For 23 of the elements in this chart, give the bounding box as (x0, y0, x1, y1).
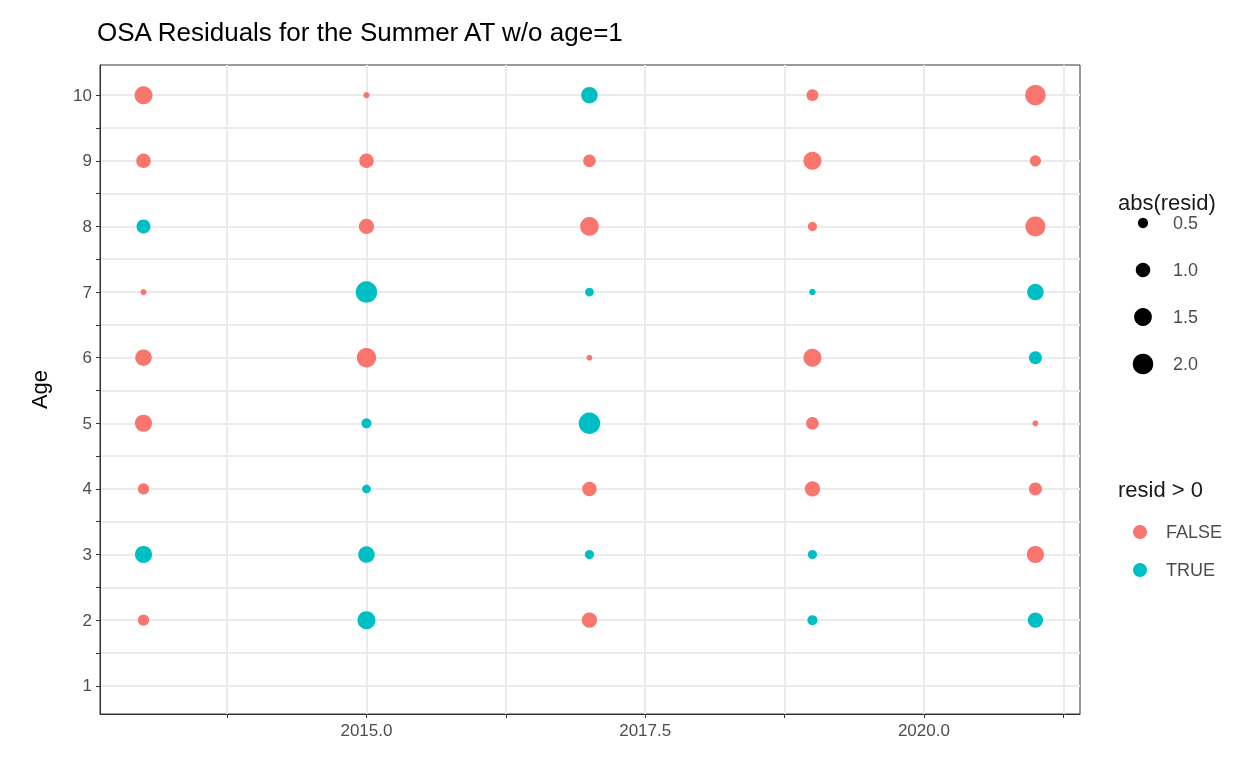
y-axis-title: Age (26, 369, 52, 410)
x-tick-label: 2020.0 (897, 721, 950, 740)
y-tick-label: 2 (82, 610, 92, 630)
legend-label: 1.5 (1173, 307, 1199, 327)
legend-label: TRUE (1166, 560, 1215, 580)
legend-title: resid > 0 (1118, 476, 1203, 502)
legend-label: 1.0 (1173, 260, 1199, 280)
x-tick-label: 2017.5 (619, 721, 672, 740)
y-tick-label: 1 (82, 676, 92, 696)
y-tick-label: 4 (82, 479, 92, 499)
y-tick-label: 9 (82, 151, 92, 171)
legend-label: 2.0 (1173, 354, 1199, 374)
text: abs(resid) (1118, 189, 1216, 215)
y-tick-label: 7 (82, 282, 92, 302)
y-tick-label: 6 (82, 348, 92, 368)
y-tick-label: 5 (82, 413, 92, 433)
legend-label: 0.5 (1173, 213, 1199, 233)
chart-title: OSA Residuals for the Summer AT w/o age=1 (97, 17, 623, 47)
y-tick-label: 10 (73, 85, 92, 105)
y-tick-label: 8 (82, 216, 92, 236)
x-tick-label: 2015.0 (340, 721, 393, 740)
legend-label: FALSE (1166, 522, 1223, 542)
y-tick-label: 3 (82, 545, 92, 565)
